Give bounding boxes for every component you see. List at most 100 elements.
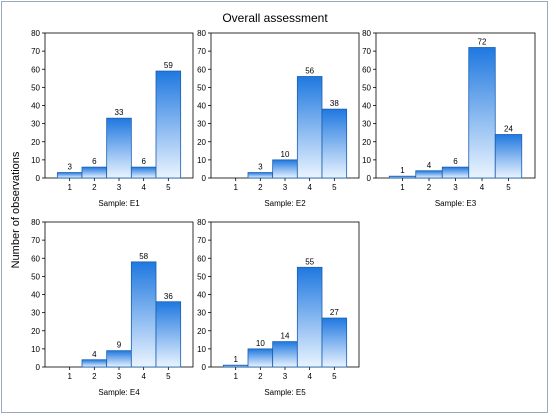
data-label: 1 bbox=[400, 166, 405, 175]
data-label: 27 bbox=[330, 308, 339, 317]
data-label: 58 bbox=[139, 252, 148, 261]
x-tick-label: 5 bbox=[166, 183, 171, 192]
data-label: 4 bbox=[92, 350, 97, 359]
bar bbox=[296, 266, 323, 368]
bar bbox=[247, 172, 274, 179]
x-tick-label: 1 bbox=[400, 183, 405, 192]
panel-x-label: Sample: E1 bbox=[98, 199, 140, 208]
y-tick-label: 0 bbox=[202, 363, 207, 372]
x-tick-label: 4 bbox=[480, 183, 485, 192]
x-tick-label: 3 bbox=[117, 372, 122, 381]
data-label: 24 bbox=[504, 125, 513, 134]
y-tick-label: 10 bbox=[362, 156, 371, 165]
x-tick-label: 2 bbox=[258, 372, 263, 381]
data-label: 33 bbox=[115, 108, 124, 117]
y-tick-label: 50 bbox=[31, 272, 40, 281]
x-tick-label: 3 bbox=[453, 183, 458, 192]
bar bbox=[247, 348, 274, 368]
data-label: 36 bbox=[164, 292, 173, 301]
y-tick-label: 30 bbox=[31, 120, 40, 129]
y-tick-label: 0 bbox=[202, 174, 207, 183]
y-tick-label: 60 bbox=[197, 65, 206, 74]
bar bbox=[155, 70, 182, 179]
y-tick-label: 20 bbox=[31, 327, 40, 336]
data-label: 3 bbox=[67, 163, 72, 172]
y-tick-label: 10 bbox=[31, 345, 40, 354]
y-tick-label: 30 bbox=[31, 309, 40, 318]
bar bbox=[106, 350, 132, 368]
y-tick-label: 70 bbox=[31, 236, 40, 245]
y-tick-label: 50 bbox=[197, 83, 206, 92]
x-tick-label: 4 bbox=[307, 372, 312, 381]
bar bbox=[130, 261, 157, 368]
y-tick-label: 50 bbox=[362, 83, 371, 92]
data-label: 1 bbox=[233, 355, 238, 364]
bar bbox=[415, 170, 443, 179]
x-tick-label: 1 bbox=[67, 183, 72, 192]
bar bbox=[494, 134, 523, 179]
y-tick-label: 40 bbox=[31, 291, 40, 300]
x-tick-label: 2 bbox=[427, 183, 432, 192]
data-label: 3 bbox=[258, 163, 263, 172]
x-tick-label: 4 bbox=[141, 183, 146, 192]
y-tick-label: 10 bbox=[197, 345, 206, 354]
data-label: 10 bbox=[281, 150, 290, 159]
y-axis-label: Number of observations bbox=[10, 151, 22, 268]
bar bbox=[155, 301, 182, 368]
bar bbox=[272, 341, 298, 368]
y-tick-label: 70 bbox=[31, 47, 40, 56]
figure-title: Overall assessment bbox=[222, 11, 328, 25]
y-tick-label: 60 bbox=[31, 65, 40, 74]
bar bbox=[81, 166, 108, 179]
y-tick-label: 0 bbox=[367, 174, 372, 183]
panel-x-label: Sample: E2 bbox=[264, 199, 306, 208]
bar bbox=[388, 175, 417, 179]
y-tick-label: 80 bbox=[362, 29, 371, 38]
y-tick-label: 30 bbox=[197, 309, 206, 318]
y-tick-label: 60 bbox=[362, 65, 371, 74]
y-tick-label: 0 bbox=[36, 363, 41, 372]
y-tick-label: 60 bbox=[197, 254, 206, 263]
y-tick-label: 40 bbox=[197, 291, 206, 300]
y-tick-label: 50 bbox=[197, 272, 206, 281]
panel-x-label: Sample: E5 bbox=[264, 388, 306, 397]
data-label: 72 bbox=[478, 38, 487, 47]
data-label: 10 bbox=[256, 339, 265, 348]
x-tick-label: 2 bbox=[92, 372, 97, 381]
bar bbox=[441, 166, 470, 179]
bar bbox=[321, 317, 348, 368]
y-tick-label: 40 bbox=[197, 102, 206, 111]
y-tick-label: 40 bbox=[31, 102, 40, 111]
y-tick-label: 80 bbox=[31, 29, 40, 38]
chart-panel-4: 0 10 20 30 40 50 60 70 80 1 2 4 3 9 4 58 5 36 Sample: E4 bbox=[31, 218, 194, 397]
y-tick-label: 10 bbox=[197, 156, 206, 165]
bar bbox=[222, 364, 249, 368]
data-label: 6 bbox=[92, 157, 97, 166]
bar bbox=[106, 117, 132, 179]
y-tick-label: 70 bbox=[197, 47, 206, 56]
panel-x-label: Sample: E3 bbox=[435, 199, 477, 208]
data-label: 6 bbox=[453, 157, 458, 166]
panel-x-label: Sample: E4 bbox=[98, 388, 140, 397]
y-tick-label: 30 bbox=[197, 120, 206, 129]
y-tick-label: 20 bbox=[362, 138, 371, 147]
x-tick-label: 5 bbox=[332, 183, 337, 192]
x-tick-label: 5 bbox=[506, 183, 511, 192]
y-tick-label: 0 bbox=[36, 174, 41, 183]
data-label: 9 bbox=[117, 341, 122, 350]
data-label: 38 bbox=[330, 99, 339, 108]
x-tick-label: 3 bbox=[283, 372, 288, 381]
bar bbox=[272, 159, 298, 179]
bar bbox=[130, 166, 157, 179]
x-tick-label: 5 bbox=[332, 372, 337, 381]
data-label: 4 bbox=[427, 161, 432, 170]
y-tick-label: 80 bbox=[197, 218, 206, 227]
x-tick-label: 5 bbox=[166, 372, 171, 381]
x-tick-label: 3 bbox=[117, 183, 122, 192]
x-tick-label: 2 bbox=[258, 183, 263, 192]
